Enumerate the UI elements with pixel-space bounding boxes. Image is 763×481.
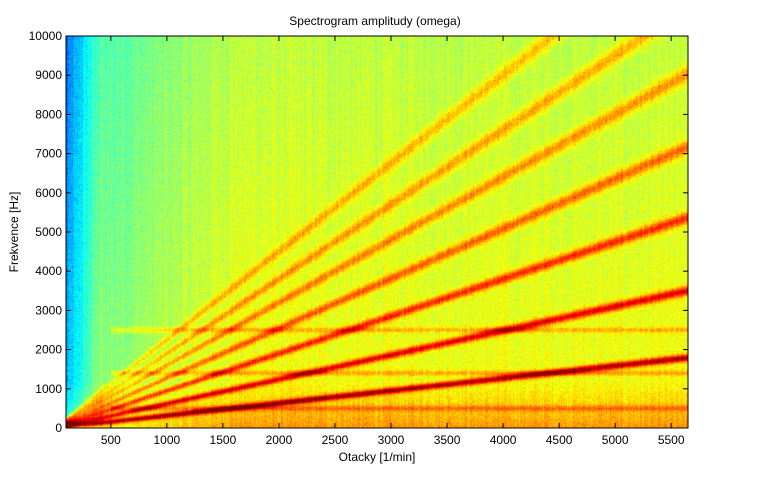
- x-tick-label: 500: [101, 433, 121, 447]
- y-tick-label: 7000: [35, 147, 62, 161]
- x-tick-label: 1500: [210, 433, 237, 447]
- heatmap-canvas: [66, 36, 688, 428]
- y-tick-label: 10000: [29, 29, 63, 43]
- y-tick-label: 1000: [35, 382, 62, 396]
- y-tick-label: 3000: [35, 303, 62, 317]
- x-tick-label: 3500: [434, 433, 461, 447]
- x-tick-label: 4000: [490, 433, 517, 447]
- x-tick-label: 2000: [266, 433, 293, 447]
- x-tick-label: 1000: [154, 433, 181, 447]
- y-axis: 0 1000 2000 3000 4000 5000 6000 7000 8000 9000 100…: [29, 29, 688, 435]
- chart-title: Spectrogram amplitudy (omega): [289, 14, 460, 28]
- x-axis: 500 1000 1500 2000 2500 3000 3500 4000 4500 5000 5…: [101, 36, 685, 447]
- x-tick-label: 2500: [322, 433, 349, 447]
- x-tick-label: 5500: [658, 433, 685, 447]
- x-tick-label: 5000: [602, 433, 629, 447]
- x-tick-label: 4500: [546, 433, 573, 447]
- plot-area: [65, 35, 689, 429]
- y-tick-label: 9000: [35, 68, 62, 82]
- x-axis-label: Otacky [1/min]: [339, 450, 416, 464]
- y-tick-label: 6000: [35, 186, 62, 200]
- y-tick-label: 8000: [35, 107, 62, 121]
- x-tick-label: 3000: [378, 433, 405, 447]
- y-tick-label: 5000: [35, 225, 62, 239]
- y-tick-label: 4000: [35, 264, 62, 278]
- y-tick-label: 2000: [35, 343, 62, 357]
- y-axis-label: Frekvence [Hz]: [7, 192, 21, 273]
- y-tick-label: 0: [55, 421, 62, 435]
